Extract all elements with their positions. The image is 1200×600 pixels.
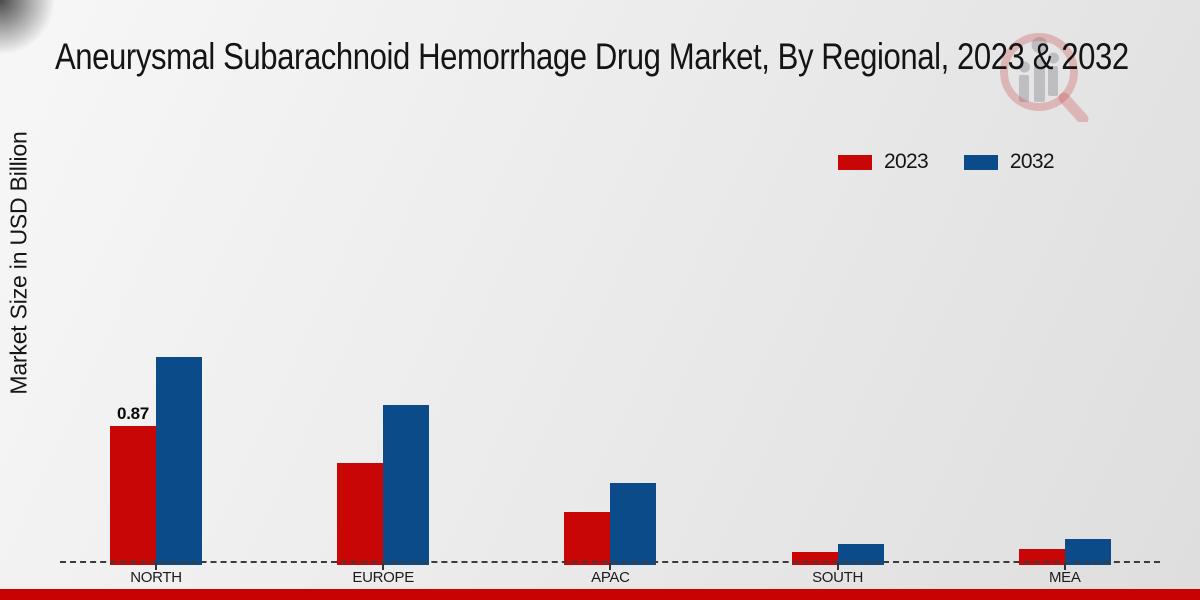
bar-2023-apac bbox=[564, 512, 611, 565]
x-axis-baseline bbox=[60, 561, 1160, 563]
axis-tick bbox=[836, 563, 839, 570]
bar-2032-europe bbox=[383, 405, 430, 565]
category-label-europe: EUROPE bbox=[352, 569, 414, 586]
legend-label-2023: 2023 bbox=[884, 150, 929, 173]
bar-2032-apac bbox=[610, 483, 657, 565]
y-axis-title: Market Size in USD Billion bbox=[5, 131, 32, 395]
logo-people-bars-icon bbox=[1019, 37, 1059, 102]
chart-title: Aneurysmal Subarachnoid Hemorrhage Drug … bbox=[55, 36, 1129, 77]
axis-tick bbox=[155, 563, 157, 570]
logo-magnifier-icon bbox=[1000, 33, 1089, 122]
axis-tick bbox=[382, 563, 385, 570]
category-label-mea: MEA bbox=[1048, 569, 1081, 586]
legend-item-2023: 2023 bbox=[838, 150, 929, 174]
bar-value-label: 0.87 bbox=[117, 404, 149, 423]
legend-label-2032: 2032 bbox=[1009, 150, 1055, 173]
bar-2023-south-america bbox=[791, 552, 838, 565]
axis-tick bbox=[1063, 563, 1066, 570]
bar-2032-south-america bbox=[837, 544, 884, 565]
bar-2023-europe bbox=[337, 463, 384, 565]
legend-swatch-2023-red bbox=[838, 154, 872, 170]
company-logo-watermark bbox=[1000, 33, 1089, 122]
axis-tick bbox=[609, 563, 612, 570]
category-label-apac: APAC bbox=[591, 569, 630, 586]
footer-bar bbox=[0, 589, 1200, 600]
bar-2032-north-america bbox=[156, 357, 202, 565]
bar-2032-mea bbox=[1064, 539, 1111, 565]
legend-item-2032: 2032 bbox=[963, 150, 1055, 174]
bar-2023-north-america bbox=[110, 426, 156, 565]
legend-swatch-2032-blue bbox=[963, 154, 998, 170]
legend: 2023 2032 bbox=[838, 150, 1055, 174]
